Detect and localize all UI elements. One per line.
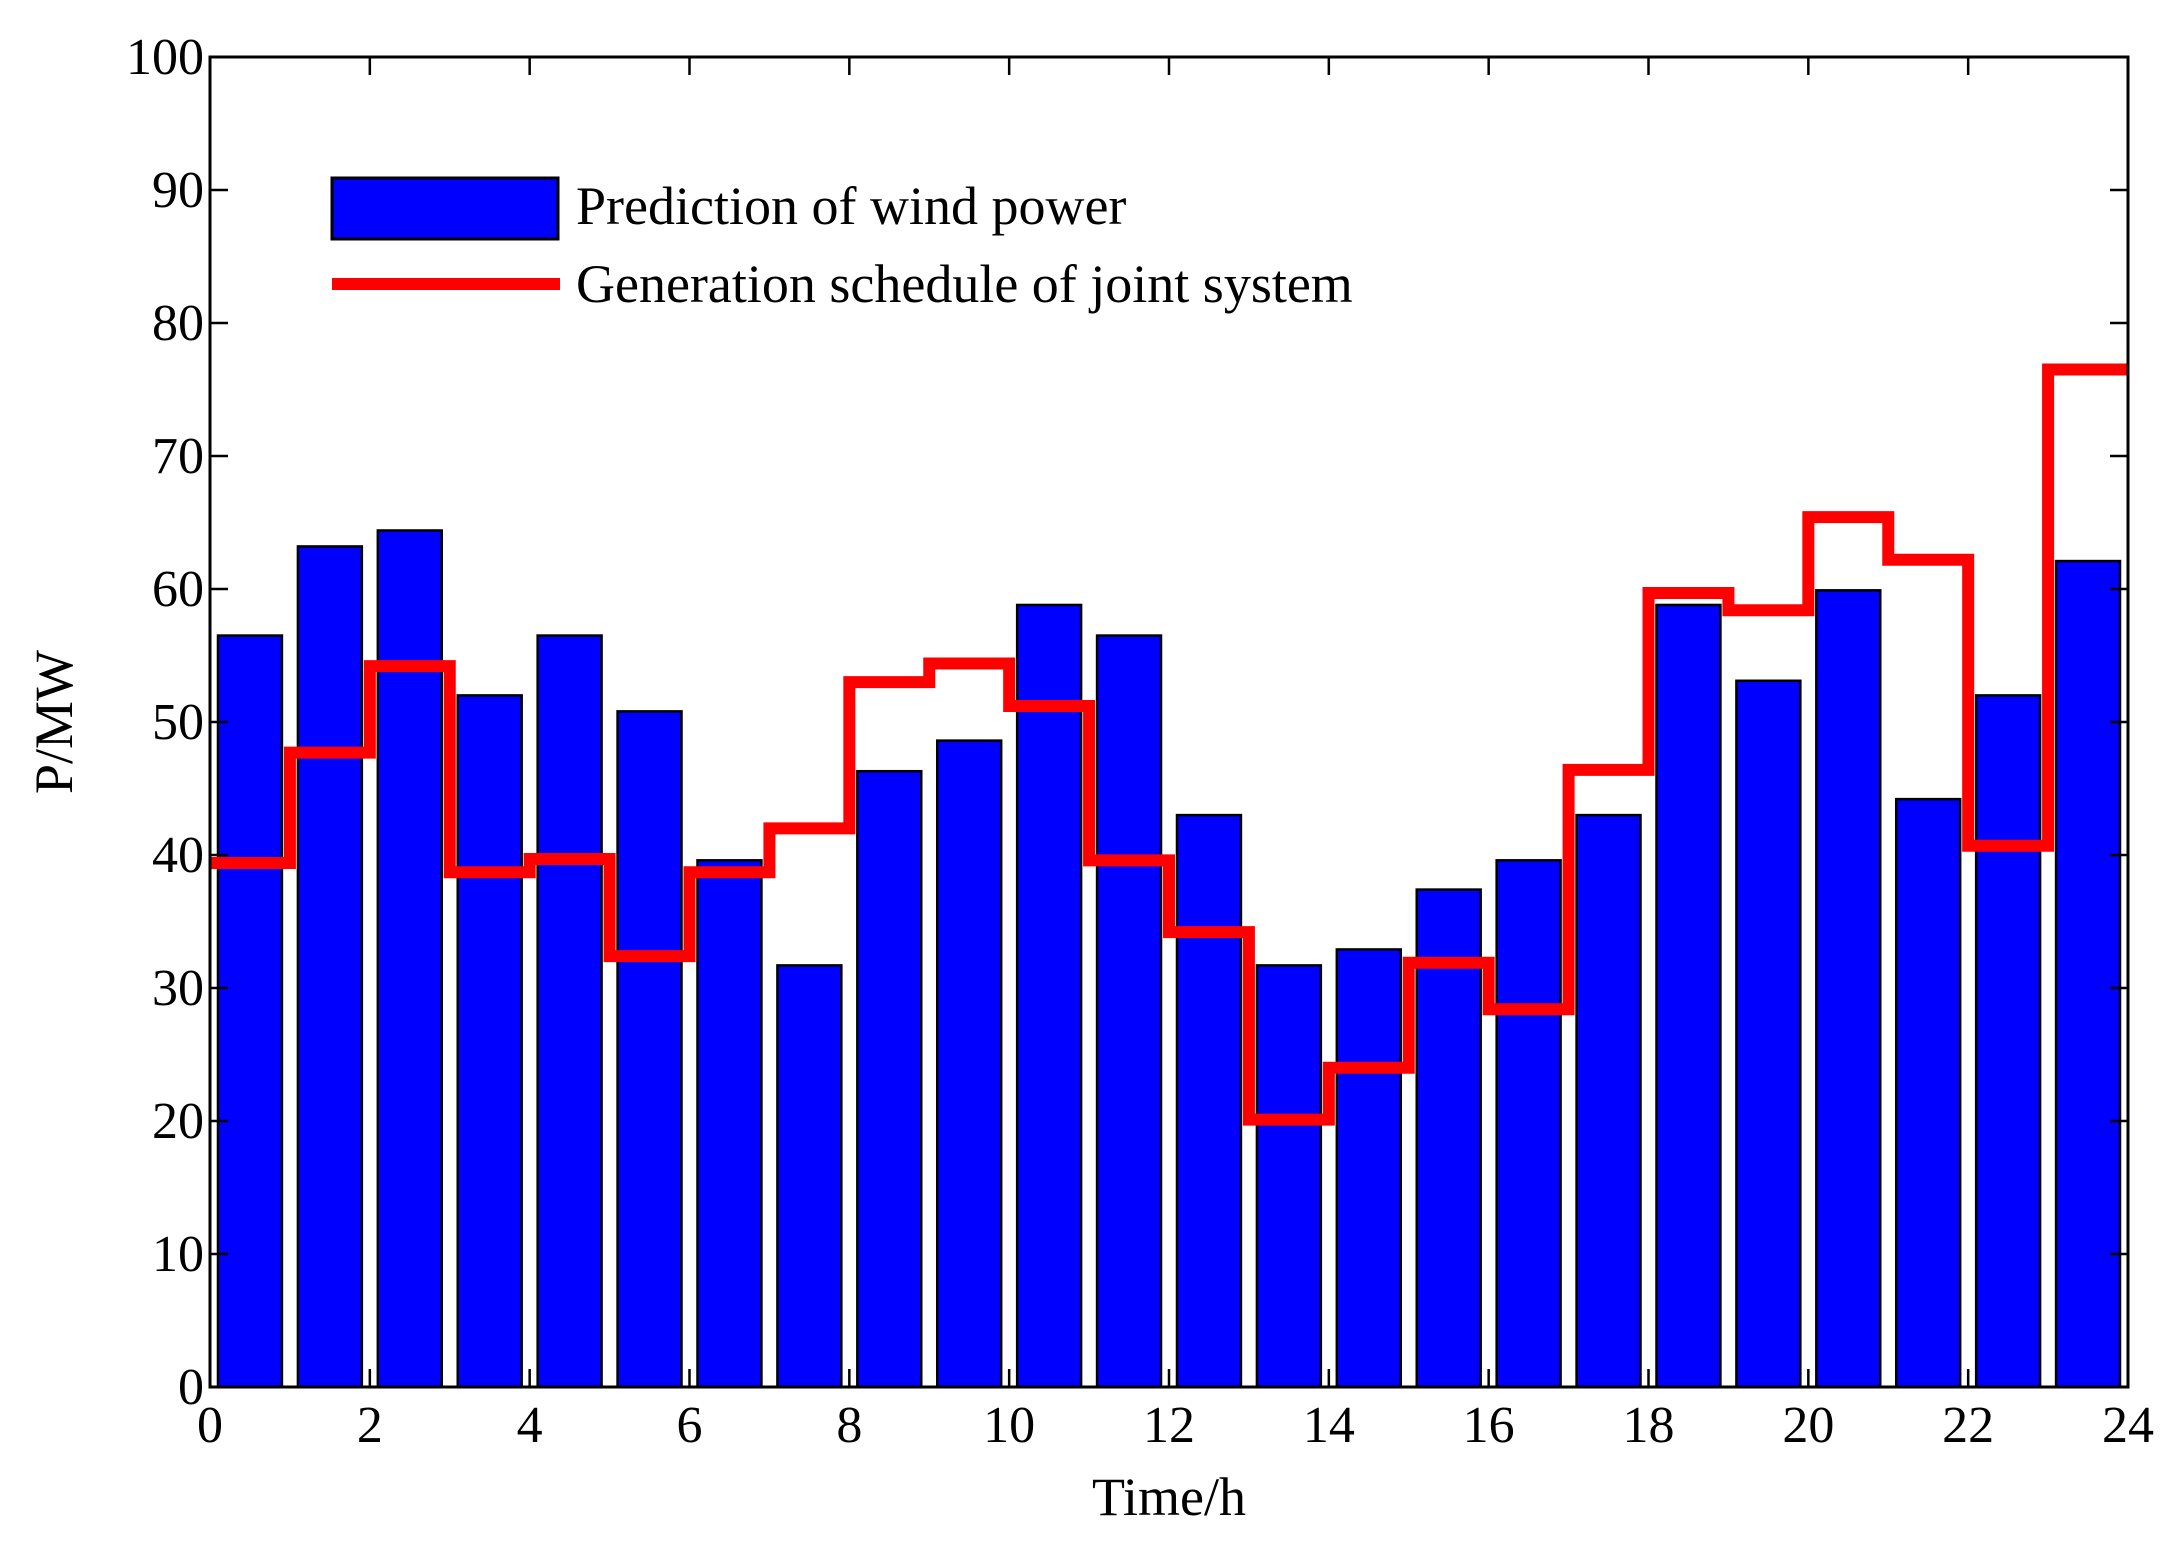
x-tick-label-4: 8	[836, 1397, 862, 1454]
bar-16	[1495, 859, 1562, 1389]
x-tick-label-12: 24	[2102, 1397, 2154, 1454]
bar-13	[1255, 964, 1323, 1389]
legend-swatch-wind-power	[330, 176, 560, 241]
x-tick-label-10: 20	[1782, 1397, 1834, 1454]
x-tick-label-9: 18	[1623, 1397, 1675, 1454]
bar-18	[1655, 603, 1722, 1389]
y-tick-label-4: 40	[152, 827, 204, 884]
x-tick-label-3: 6	[677, 1397, 703, 1454]
bar-17	[1575, 813, 1642, 1389]
legend-label-generation-schedule: Generation schedule of joint system	[576, 254, 1353, 314]
x-tick-label-7: 14	[1303, 1397, 1355, 1454]
x-tick-label-11: 22	[1942, 1397, 1994, 1454]
x-tick-label-6: 12	[1143, 1397, 1195, 1454]
y-tick-label-8: 80	[152, 295, 204, 352]
bar-19	[1735, 679, 1802, 1389]
x-tick-label-0: 0	[197, 1397, 223, 1454]
x-tick-label-2: 4	[517, 1397, 543, 1454]
generation-schedule-line	[210, 363, 2128, 1126]
bar-4	[536, 634, 603, 1389]
bar-7	[776, 964, 843, 1389]
bar-10	[1015, 603, 1083, 1389]
bar-6	[696, 859, 763, 1389]
y-tick-label-0: 0	[178, 1359, 204, 1416]
x-tick-label-1: 2	[357, 1397, 383, 1454]
y-tick-label-9: 90	[152, 162, 204, 219]
bar-0	[216, 634, 284, 1389]
bar-20	[1815, 589, 1882, 1389]
bar-14	[1335, 948, 1403, 1389]
bar-5	[616, 710, 683, 1389]
bar-8	[856, 769, 923, 1389]
y-axis-title: P/MW	[24, 650, 84, 794]
bar-9	[935, 739, 1003, 1389]
bar-23	[2054, 559, 2122, 1389]
bar-12	[1175, 813, 1243, 1389]
y-tick-label-1: 10	[152, 1226, 204, 1283]
y-tick-label-10: 100	[126, 29, 204, 86]
bar-15	[1415, 888, 1482, 1389]
y-tick-label-3: 30	[152, 960, 204, 1017]
y-tick-label-6: 60	[152, 561, 204, 618]
bar-3	[456, 694, 523, 1389]
legend-label-wind-power: Prediction of wind power	[576, 176, 1126, 236]
bar-2	[376, 529, 444, 1389]
bar-11	[1095, 634, 1163, 1389]
step-line-layer	[210, 363, 2128, 1126]
bar-1	[296, 545, 364, 1389]
y-tick-label-2: 20	[152, 1093, 204, 1150]
bars-layer	[216, 529, 2122, 1389]
y-tick-label-5: 50	[152, 694, 204, 751]
x-tick-label-8: 16	[1463, 1397, 1515, 1454]
ticks-layer	[208, 55, 2130, 1389]
bar-21	[1894, 797, 1962, 1389]
tick-labels-layer: 0 2 4 6 8 10 12 14 16 18 20 22 240102030405060708090…	[126, 29, 2154, 1454]
legend: Prediction of wind power Generation sche…	[330, 176, 1353, 314]
bar-22	[1974, 694, 2042, 1389]
x-tick-label-5: 10	[983, 1397, 1035, 1454]
x-axis-title: Time/h	[1092, 1467, 1246, 1527]
y-tick-label-7: 70	[152, 428, 204, 485]
